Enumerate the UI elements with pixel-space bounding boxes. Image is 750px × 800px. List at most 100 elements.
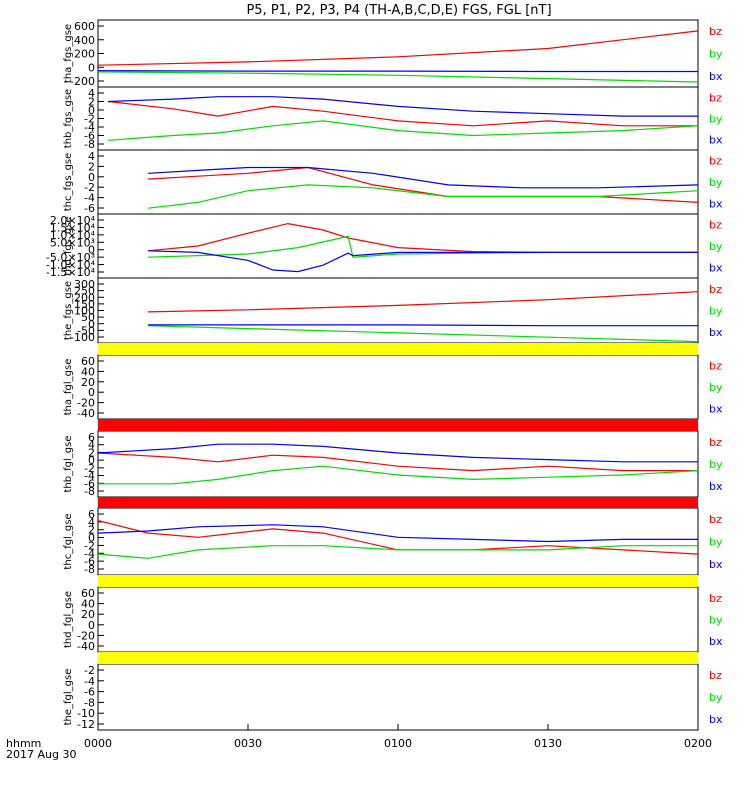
y-tick-label: -2 bbox=[84, 113, 95, 126]
series-bz-line bbox=[147, 291, 699, 313]
y-tick-label: 4 bbox=[88, 150, 95, 163]
panel-ylabel: thc_fgl_gse bbox=[63, 513, 74, 569]
chart-title: P5, P1, P2, P3, P4 (TH-A,B,C,D,E) FGS, F… bbox=[246, 3, 551, 18]
y-tick-label: 4 bbox=[88, 87, 95, 100]
legend-bx: bx bbox=[709, 402, 723, 415]
panel-frame bbox=[97, 19, 699, 88]
y-tick-label: 150 bbox=[74, 298, 95, 311]
y-tick-label: 4 bbox=[88, 439, 95, 452]
legend-bz: bz bbox=[709, 513, 722, 526]
y-tick-label: -4 bbox=[84, 192, 95, 205]
y-tick-label: -50 bbox=[77, 324, 95, 337]
y-tick-label: 1.5×10⁴ bbox=[50, 221, 96, 234]
y-tick-label: 60 bbox=[81, 355, 95, 368]
panel-frame bbox=[97, 507, 699, 576]
legend-bx: bx bbox=[709, 197, 723, 210]
legend-by: by bbox=[709, 240, 723, 253]
y-tick-label: 0 bbox=[88, 244, 95, 257]
y-tick-label: 100 bbox=[74, 305, 95, 318]
y-tick-label: 200 bbox=[74, 291, 95, 304]
legend-bz: bz bbox=[709, 25, 722, 38]
panel-ylabel: the_fgs_gse bbox=[63, 281, 74, 340]
panel-frame bbox=[97, 149, 699, 215]
series-by-line bbox=[147, 325, 699, 343]
panel-ylabel: thb_fgl_gse bbox=[63, 436, 74, 493]
panel-frame bbox=[97, 586, 699, 653]
panel-frame bbox=[97, 86, 699, 151]
series-by-line bbox=[107, 120, 699, 141]
data-flag-bar bbox=[98, 419, 698, 431]
y-tick-label: -8 bbox=[84, 563, 95, 576]
series-by-line bbox=[97, 545, 698, 559]
y-tick-label: -40 bbox=[77, 407, 95, 420]
y-tick-label: 50 bbox=[81, 311, 95, 324]
y-tick-label: 0 bbox=[88, 104, 95, 117]
y-tick-label: -1.0×10⁴ bbox=[46, 259, 96, 272]
y-tick-label: 40 bbox=[81, 365, 95, 378]
panel-ylabel: thd_fgs_gse bbox=[63, 216, 74, 275]
y-tick-label: -8 bbox=[84, 485, 95, 498]
legend-bz: bz bbox=[709, 592, 722, 605]
data-flag-bar bbox=[98, 652, 698, 664]
panel-ylabel: thc_fgs_gse bbox=[63, 153, 74, 212]
x-axis-label-line2: 2017 Aug 30 bbox=[6, 748, 76, 761]
legend-by: by bbox=[709, 176, 723, 189]
series-bz-line bbox=[107, 100, 698, 127]
legend-by: by bbox=[709, 536, 723, 549]
y-tick-label: -5.0×10³ bbox=[46, 251, 95, 264]
series-bx-line bbox=[97, 70, 698, 73]
y-tick-label: 5.0×10³ bbox=[50, 236, 95, 249]
y-tick-label: -6 bbox=[84, 477, 95, 490]
y-tick-label: 1.0×10⁴ bbox=[50, 229, 96, 242]
y-tick-label: 2 bbox=[88, 446, 95, 459]
y-tick-label: -4 bbox=[84, 675, 95, 688]
panel-frame bbox=[97, 354, 699, 420]
x-axis: 0000 0030 0100 0130 0200 bbox=[84, 724, 712, 750]
panel-ylabel: thd_fgl_gse bbox=[63, 591, 74, 648]
series-bz-line bbox=[147, 222, 698, 253]
y-tick-label: 20 bbox=[81, 608, 95, 621]
y-tick-label: 250 bbox=[74, 285, 95, 298]
x-tick-label: 0000 bbox=[84, 737, 112, 750]
y-tick-label: -1.5×10⁴ bbox=[46, 266, 96, 279]
legend-bx: bx bbox=[709, 635, 723, 648]
y-tick-label: 0 bbox=[88, 619, 95, 632]
series-bz-line bbox=[147, 166, 699, 203]
data-flag-bar bbox=[98, 343, 698, 355]
y-tick-label: 0 bbox=[88, 171, 95, 184]
x-tick-label: 0200 bbox=[684, 737, 712, 750]
y-tick-label: 60 bbox=[81, 587, 95, 600]
legend-bz: bz bbox=[709, 436, 722, 449]
series-bx-line bbox=[97, 524, 698, 543]
legend-bx: bx bbox=[709, 713, 723, 726]
x-tick-label: 0030 bbox=[234, 737, 262, 750]
legend-bx: bx bbox=[709, 558, 723, 571]
y-tick-label: -6 bbox=[84, 555, 95, 568]
y-tick-label: 2 bbox=[88, 96, 95, 109]
legend-bz: bz bbox=[709, 155, 722, 168]
y-tick-label: -100 bbox=[70, 331, 95, 344]
legend-bx: bx bbox=[709, 480, 723, 493]
panel-thd_fgs_gse: 2.0×10⁴1.5×10⁴1.0×10⁴5.0×10³0-5.0×10³-1.… bbox=[46, 213, 723, 279]
series-bx-line bbox=[147, 250, 698, 273]
series-by-line bbox=[97, 71, 699, 83]
y-tick-label: 0 bbox=[88, 386, 95, 399]
legend-by: by bbox=[709, 691, 723, 704]
y-tick-label: 4 bbox=[88, 516, 95, 529]
y-tick-label: -2 bbox=[84, 181, 95, 194]
legend-by: by bbox=[709, 113, 723, 126]
y-tick-label: 2.0×10⁴ bbox=[50, 214, 96, 227]
y-tick-label: 0 bbox=[88, 318, 95, 331]
panel-ylabel: thb_fgs_gse bbox=[63, 89, 74, 148]
y-tick-label: -6 bbox=[84, 686, 95, 699]
legend-bz: bz bbox=[709, 360, 722, 373]
legend-bx: bx bbox=[709, 261, 723, 274]
series-by-line bbox=[98, 465, 699, 485]
